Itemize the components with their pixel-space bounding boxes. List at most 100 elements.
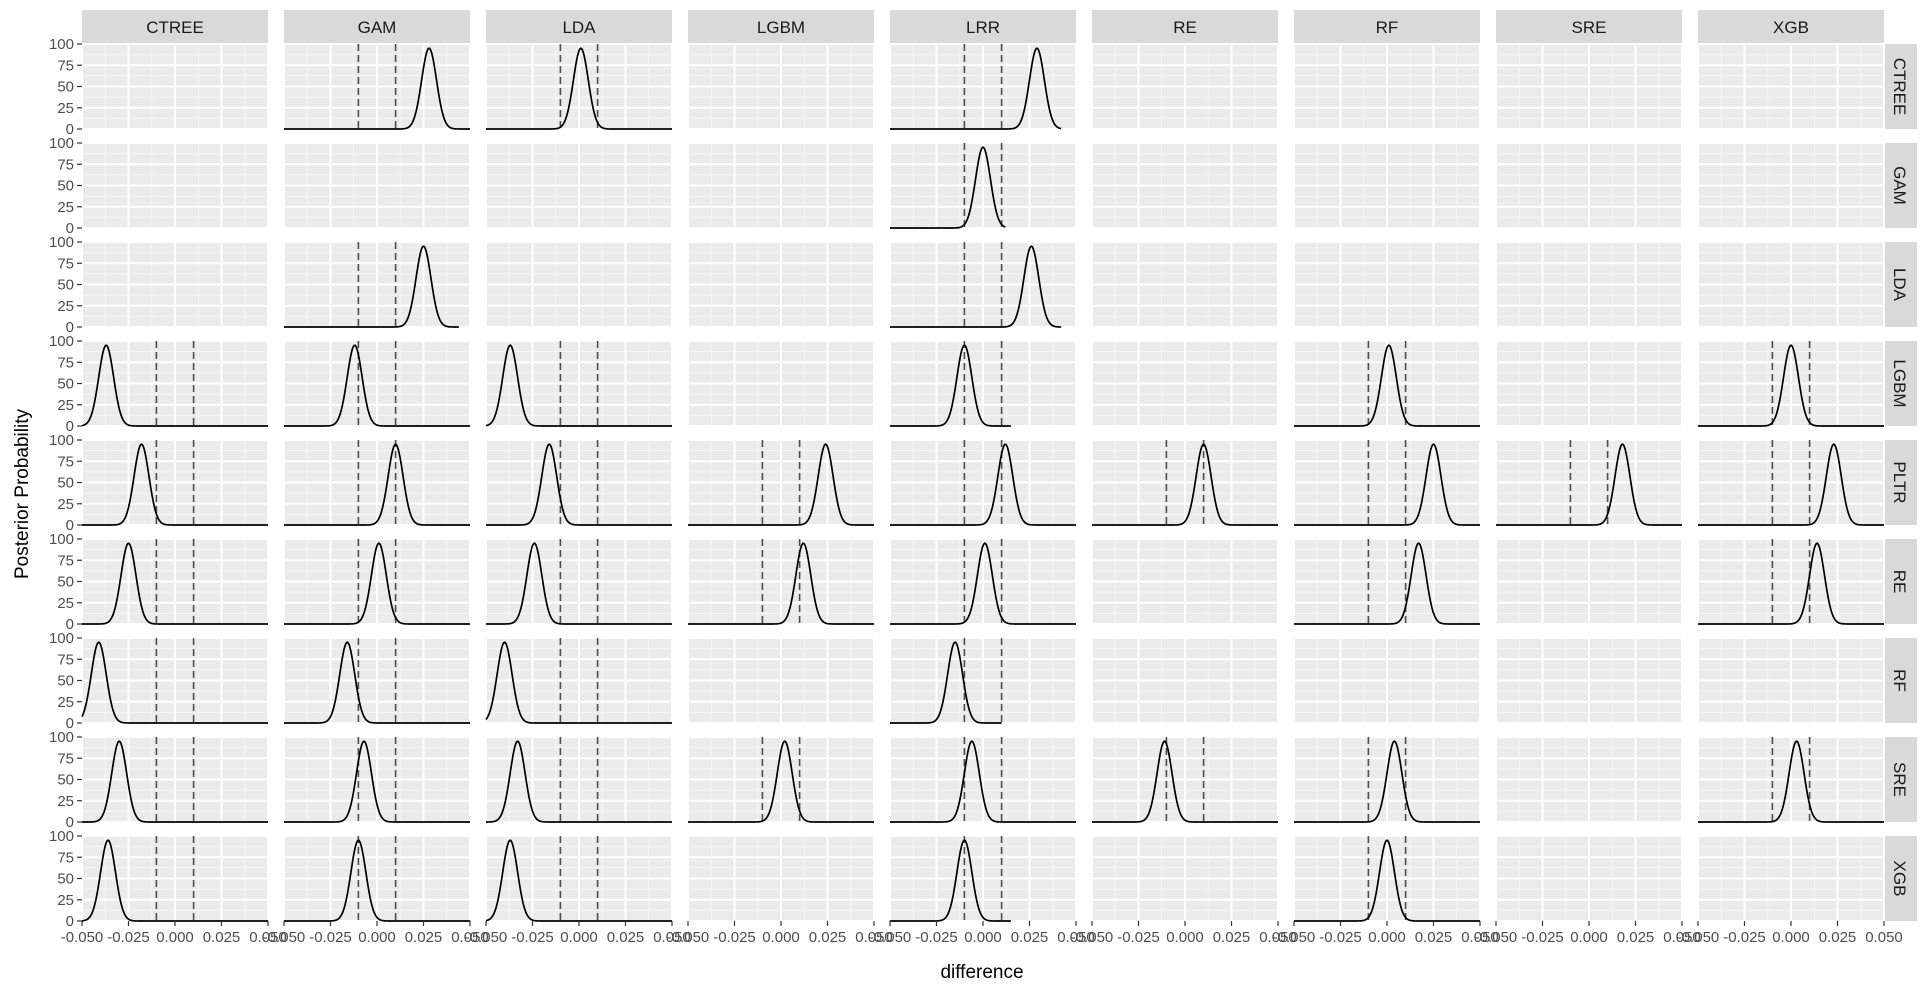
x-tick-label: 0.050 bbox=[653, 929, 691, 946]
y-tick-label: 100 bbox=[49, 36, 74, 53]
y-tick-label: 100 bbox=[49, 135, 74, 152]
posterior-curve bbox=[890, 740, 1076, 823]
col-strip bbox=[1698, 10, 1884, 44]
posterior-curve bbox=[284, 740, 470, 823]
row-strip-label: SRE bbox=[1890, 762, 1909, 797]
row-strip-label: XGB bbox=[1890, 861, 1909, 897]
x-tick-label: 0.000 bbox=[1772, 929, 1810, 946]
y-tick-label: 25 bbox=[57, 595, 74, 612]
posterior-curve bbox=[890, 47, 1062, 130]
x-tick-label: -0.025 bbox=[1319, 929, 1362, 946]
posterior-curve bbox=[284, 344, 470, 427]
y-tick-label: 50 bbox=[57, 871, 74, 888]
y-tick-label: 50 bbox=[57, 673, 74, 690]
row-strip-label: CTREE bbox=[1890, 58, 1909, 116]
posterior-curve bbox=[890, 443, 1076, 526]
y-tick-label: 75 bbox=[57, 354, 74, 371]
x-tick-label: -0.050 bbox=[869, 929, 912, 946]
y-tick-label: 0 bbox=[66, 121, 74, 138]
col-strip-label: RE bbox=[1173, 18, 1197, 37]
x-tick-label: -0.025 bbox=[1117, 929, 1160, 946]
posterior-curve bbox=[1698, 740, 1884, 823]
row-strip bbox=[1883, 539, 1917, 624]
posterior-curve bbox=[1294, 542, 1480, 625]
y-tick-label: 100 bbox=[49, 729, 74, 746]
posterior-curve bbox=[486, 443, 672, 526]
x-tick-label: 0.050 bbox=[1461, 929, 1499, 946]
x-tick-label: -0.050 bbox=[263, 929, 306, 946]
x-tick-label: 0.000 bbox=[560, 929, 598, 946]
posterior-curve bbox=[1092, 740, 1278, 823]
y-tick-label: 100 bbox=[49, 828, 74, 845]
x-tick-label: 0.025 bbox=[1819, 929, 1857, 946]
x-tick-label: -0.050 bbox=[465, 929, 508, 946]
col-strip-label: RF bbox=[1376, 18, 1399, 37]
x-tick-label: 0.000 bbox=[964, 929, 1002, 946]
col-strip-label: CTREE bbox=[146, 18, 204, 37]
posterior-curve bbox=[890, 641, 1002, 724]
y-tick-label: 25 bbox=[57, 892, 74, 909]
y-tick-label: 0 bbox=[66, 715, 74, 732]
posterior-curve bbox=[485, 641, 672, 724]
posterior-curve bbox=[890, 542, 1076, 625]
col-strip bbox=[486, 10, 672, 44]
x-tick-label: 0.050 bbox=[1663, 929, 1701, 946]
y-tick-label: 100 bbox=[49, 234, 74, 251]
y-tick-label: 100 bbox=[49, 531, 74, 548]
y-tick-label: 25 bbox=[57, 100, 74, 117]
y-tick-label: 25 bbox=[57, 496, 74, 513]
x-tick-label: 0.050 bbox=[249, 929, 287, 946]
posterior-curve bbox=[688, 443, 874, 526]
posterior-curve bbox=[1294, 839, 1480, 922]
x-tick-label: 0.050 bbox=[1057, 929, 1095, 946]
x-tick-label: 0.000 bbox=[358, 929, 396, 946]
posterior-curve bbox=[1698, 344, 1884, 427]
y-tick-label: 0 bbox=[66, 616, 74, 633]
x-tick-label: 0.025 bbox=[1213, 929, 1251, 946]
posterior-curve bbox=[284, 443, 470, 526]
y-tick-label: 50 bbox=[57, 79, 74, 96]
y-tick-label: 50 bbox=[57, 376, 74, 393]
y-tick-label: 50 bbox=[57, 475, 74, 492]
x-tick-label: -0.025 bbox=[1723, 929, 1766, 946]
x-tick-label: -0.050 bbox=[1677, 929, 1720, 946]
x-tick-label: 0.025 bbox=[809, 929, 847, 946]
x-tick-label: -0.050 bbox=[1475, 929, 1518, 946]
row-strip bbox=[1883, 44, 1917, 129]
posterior-curve bbox=[284, 542, 470, 625]
posterior-curve bbox=[1294, 443, 1480, 526]
posterior-curve bbox=[688, 542, 874, 625]
posterior-curve bbox=[82, 443, 268, 526]
col-strip-label: LDA bbox=[562, 18, 596, 37]
x-tick-label: 0.050 bbox=[855, 929, 893, 946]
row-strip bbox=[1883, 638, 1917, 723]
posterior-curve bbox=[890, 344, 1011, 427]
y-tick-label: 50 bbox=[57, 772, 74, 789]
x-tick-label: -0.025 bbox=[511, 929, 554, 946]
col-strip bbox=[688, 10, 874, 44]
y-tick-label: 25 bbox=[57, 793, 74, 810]
y-tick-label: 50 bbox=[57, 277, 74, 294]
col-strip-label: LRR bbox=[966, 18, 1000, 37]
col-strip-label: XGB bbox=[1773, 18, 1809, 37]
posterior-curve bbox=[82, 542, 268, 625]
x-tick-label: -0.025 bbox=[309, 929, 352, 946]
posterior-curve bbox=[486, 47, 672, 130]
row-strip bbox=[1883, 143, 1917, 228]
y-tick-label: 25 bbox=[57, 298, 74, 315]
row-strip bbox=[1883, 242, 1917, 327]
x-tick-label: 0.000 bbox=[1570, 929, 1608, 946]
posterior-curve bbox=[284, 245, 459, 328]
col-strip-label: GAM bbox=[358, 18, 397, 37]
y-tick-label: 100 bbox=[49, 333, 74, 350]
y-tick-label: 0 bbox=[66, 814, 74, 831]
row-strip bbox=[1883, 836, 1917, 921]
row-strip bbox=[1883, 737, 1917, 822]
x-tick-label: 0.025 bbox=[607, 929, 645, 946]
x-tick-label: 0.000 bbox=[762, 929, 800, 946]
row-strip-label: GAM bbox=[1890, 166, 1909, 205]
y-tick-label: 100 bbox=[49, 630, 74, 647]
y-tick-label: 75 bbox=[57, 552, 74, 569]
x-tick-label: -0.025 bbox=[1521, 929, 1564, 946]
